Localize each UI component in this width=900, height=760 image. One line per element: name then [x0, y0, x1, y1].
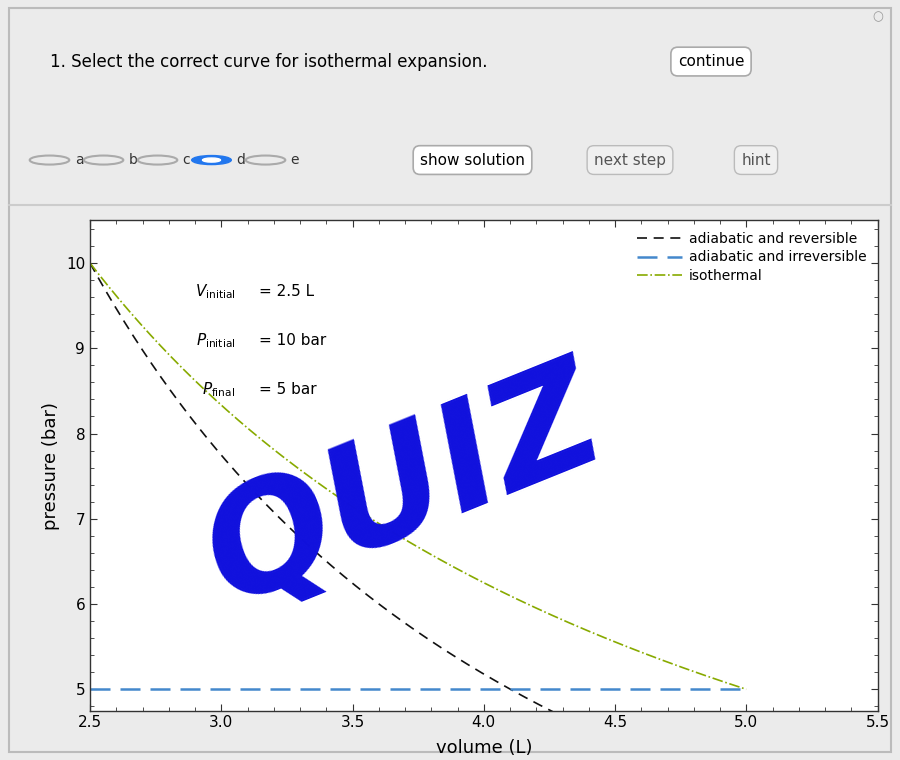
isothermal	[400, 535, 411, 544]
adiabatic and irreversible	[85, 685, 95, 694]
adiabatic and reversible	[440, 646, 451, 655]
adiabatic and reversible	[475, 667, 486, 676]
isothermal	[623, 642, 634, 651]
Text: a: a	[75, 153, 84, 167]
Text: = 2.5 L: = 2.5 L	[259, 284, 314, 299]
Text: show solution: show solution	[420, 153, 525, 167]
Line: adiabatic and reversible: adiabatic and reversible	[90, 263, 746, 760]
Text: 1. Select the correct curve for isothermal expansion.: 1. Select the correct curve for isotherm…	[50, 52, 487, 71]
adiabatic and irreversible	[400, 685, 411, 694]
Text: ○: ○	[872, 10, 883, 24]
Text: hint: hint	[742, 153, 770, 167]
isothermal	[85, 258, 95, 268]
Y-axis label: pressure (bar): pressure (bar)	[42, 401, 60, 530]
adiabatic and reversible	[400, 619, 411, 628]
Text: d: d	[237, 153, 246, 167]
Text: e: e	[291, 153, 299, 167]
adiabatic and irreversible	[396, 685, 407, 694]
Text: $P_{\rm final}$: $P_{\rm final}$	[202, 380, 236, 399]
isothermal	[475, 577, 486, 586]
Text: $P_{\rm initial}$: $P_{\rm initial}$	[196, 331, 236, 350]
Text: next step: next step	[594, 153, 666, 167]
adiabatic and irreversible	[475, 685, 486, 694]
Legend: adiabatic and reversible, adiabatic and irreversible, isothermal: adiabatic and reversible, adiabatic and …	[634, 227, 870, 287]
Text: = 10 bar: = 10 bar	[259, 333, 327, 348]
Circle shape	[202, 158, 220, 162]
adiabatic and reversible	[396, 616, 407, 625]
adiabatic and irreversible	[725, 685, 736, 694]
Text: c: c	[183, 153, 190, 167]
Text: $V_{\rm initial}$: $V_{\rm initial}$	[195, 282, 236, 301]
Line: isothermal: isothermal	[90, 263, 746, 689]
adiabatic and reversible	[85, 258, 95, 268]
Text: = 5 bar: = 5 bar	[259, 382, 317, 397]
isothermal	[741, 685, 751, 694]
Text: QUIZ: QUIZ	[186, 345, 624, 635]
adiabatic and irreversible	[623, 685, 634, 694]
adiabatic and irreversible	[741, 685, 751, 694]
adiabatic and reversible	[623, 743, 634, 752]
X-axis label: volume (L): volume (L)	[436, 739, 532, 757]
isothermal	[725, 679, 736, 689]
Circle shape	[192, 156, 231, 165]
isothermal	[396, 533, 407, 542]
Text: b: b	[129, 153, 138, 167]
adiabatic and irreversible	[440, 685, 451, 694]
Text: continue: continue	[678, 54, 744, 69]
isothermal	[440, 558, 451, 567]
